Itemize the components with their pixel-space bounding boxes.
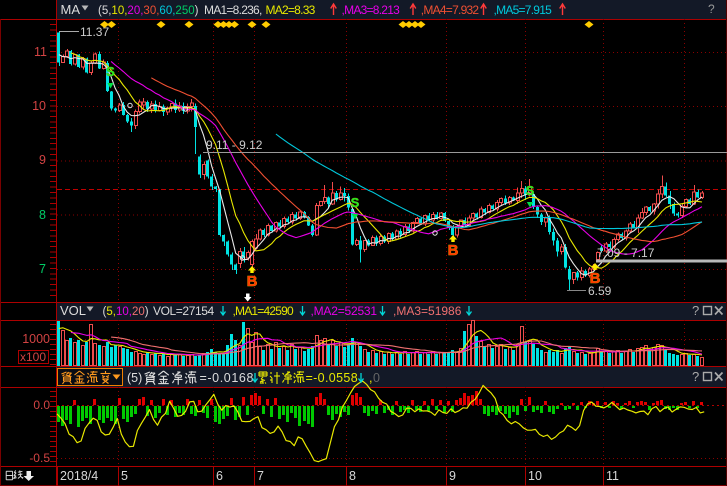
svg-text:S: S [106,64,115,79]
svg-text:7.09 - 7.17: 7.09 - 7.17 [597,246,655,260]
svg-text:(5,10,20,30,60,250): (5,10,20,30,60,250) [98,5,199,17]
svg-text:5: 5 [121,469,128,483]
svg-text:VOL=27154: VOL=27154 [153,304,215,318]
svg-text:11: 11 [606,469,619,483]
svg-text:x100: x100 [20,350,46,364]
svg-text:2018/4: 2018/4 [60,469,98,483]
svg-text:,MA5=7.915: ,MA5=7.915 [494,3,553,17]
svg-text:B: B [448,242,459,259]
svg-text:B: B [590,270,601,287]
svg-text:S: S [526,183,535,198]
svg-text:MA1=8.236,: MA1=8.236, [204,3,262,17]
svg-text:=-0.0168: =-0.0168 [200,371,255,385]
svg-text:(5): (5) [127,371,142,385]
svg-text:,MA1=42590: ,MA1=42590 [233,304,295,318]
svg-text:-0.5: -0.5 [29,451,50,465]
svg-text:11.37: 11.37 [80,25,109,39]
svg-text:MA: MA [61,2,81,17]
svg-text:=-0.0558: =-0.0558 [306,371,359,385]
svg-text:MA2=8.33: MA2=8.33 [266,3,316,17]
svg-text:?: ? [708,2,715,16]
svg-text:6.59: 6.59 [588,284,612,298]
svg-text:10: 10 [32,99,46,113]
svg-text:7: 7 [257,469,264,483]
svg-text:8: 8 [349,469,356,483]
svg-text:,MA2=52531: ,MA2=52531 [311,304,378,318]
svg-text:1000: 1000 [22,332,50,346]
svg-text:,MA4=7.932: ,MA4=7.932 [421,3,480,17]
svg-text:,: , [369,371,372,385]
svg-text:?: ? [692,369,699,384]
svg-text:0.0: 0.0 [33,398,50,412]
svg-text:9: 9 [39,153,46,167]
svg-text:11: 11 [34,45,47,59]
svg-text:,MA3=51986: ,MA3=51986 [393,304,462,318]
svg-text:6: 6 [216,469,223,483]
svg-text:9.11 - 9.12: 9.11 - 9.12 [206,138,263,152]
svg-text:(5,10,20): (5,10,20) [103,306,149,318]
svg-text:10: 10 [528,469,542,483]
svg-text:,MA3=8.213: ,MA3=8.213 [342,3,401,17]
svg-text:8: 8 [39,208,46,222]
svg-text:VOL: VOL [60,303,86,318]
svg-text:B: B [247,273,258,290]
svg-text:S: S [351,195,360,210]
svg-text:9: 9 [449,469,456,483]
svg-text:0: 0 [373,371,380,385]
svg-text:?: ? [692,303,699,318]
svg-text:7: 7 [39,262,46,276]
